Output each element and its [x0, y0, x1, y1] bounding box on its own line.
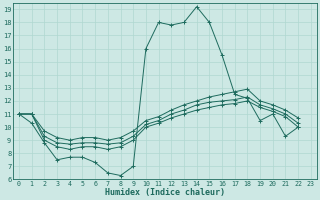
X-axis label: Humidex (Indice chaleur): Humidex (Indice chaleur)	[105, 188, 225, 197]
